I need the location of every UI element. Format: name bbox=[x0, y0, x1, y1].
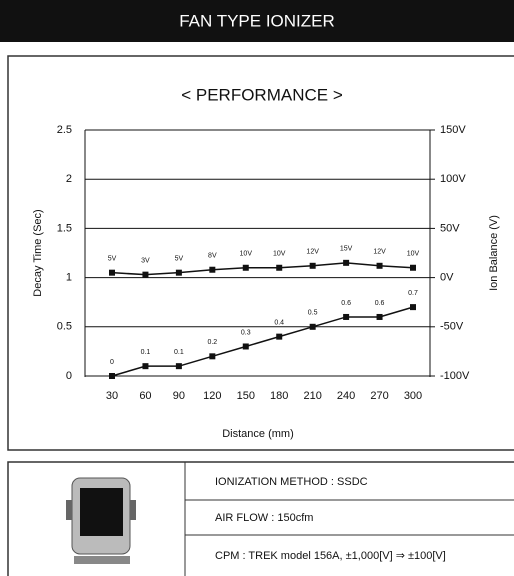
spec-row: AIR FLOW : 150cfm bbox=[215, 512, 313, 524]
data-label: 0.6 bbox=[341, 300, 351, 307]
series-line bbox=[112, 263, 413, 275]
data-label: 0.3 bbox=[241, 329, 251, 336]
spec-row: CPM : TREK model 156A, ±1,000[V] ⇒ ±100[… bbox=[215, 550, 446, 562]
page: FAN TYPE IONIZER < PERFORMANCE > Distanc… bbox=[0, 0, 514, 576]
marker bbox=[343, 314, 349, 320]
data-label: 12V bbox=[373, 249, 386, 256]
x-tick-label: 30 bbox=[106, 390, 118, 402]
x-tick-label: 300 bbox=[404, 390, 422, 402]
data-label: 5V bbox=[108, 256, 117, 263]
y2-tick-label: 150V bbox=[440, 124, 466, 136]
y-axis-label: Decay Time (Sec) bbox=[32, 209, 44, 296]
x-tick-label: 120 bbox=[203, 390, 221, 402]
marker bbox=[176, 270, 182, 276]
chart-panel bbox=[8, 56, 514, 450]
data-label: 0 bbox=[110, 359, 114, 366]
screen: FAN TYPE IONIZER < PERFORMANCE > Distanc… bbox=[0, 0, 514, 576]
y-tick-label: 2.5 bbox=[57, 124, 72, 136]
x-axis-label: Distance (mm) bbox=[222, 428, 294, 440]
marker bbox=[276, 265, 282, 271]
marker bbox=[209, 353, 215, 359]
x-tick-label: 180 bbox=[270, 390, 288, 402]
marker bbox=[377, 263, 383, 269]
x-tick-label: 60 bbox=[139, 390, 151, 402]
marker bbox=[109, 373, 115, 379]
x-tick-label: 270 bbox=[370, 390, 388, 402]
data-label: 0.5 bbox=[308, 310, 318, 317]
data-label: 12V bbox=[306, 249, 319, 256]
marker bbox=[243, 343, 249, 349]
data-label: 0.1 bbox=[141, 349, 151, 356]
chart-title: < PERFORMANCE > bbox=[181, 85, 343, 104]
data-label: 3V bbox=[141, 257, 150, 264]
data-label: 10V bbox=[240, 251, 253, 258]
marker bbox=[142, 272, 148, 278]
y-tick-label: 1 bbox=[66, 272, 72, 284]
marker bbox=[377, 314, 383, 320]
data-label: 0.7 bbox=[408, 290, 418, 297]
marker bbox=[142, 363, 148, 369]
header-title: FAN TYPE IONIZER bbox=[179, 11, 335, 30]
x-tick-label: 150 bbox=[237, 390, 255, 402]
marker bbox=[209, 267, 215, 273]
y-tick-label: 0.5 bbox=[57, 321, 72, 333]
data-label: 10V bbox=[273, 251, 286, 258]
y2-tick-label: 100V bbox=[440, 173, 466, 185]
y-tick-label: 1.5 bbox=[57, 222, 72, 234]
data-label: 0.4 bbox=[274, 319, 284, 326]
product-icon bbox=[66, 478, 136, 564]
x-tick-label: 240 bbox=[337, 390, 355, 402]
y2-tick-label: 0V bbox=[440, 272, 454, 284]
y-tick-label: 2 bbox=[66, 173, 72, 185]
marker bbox=[410, 304, 416, 310]
marker bbox=[343, 260, 349, 266]
data-label: 0.1 bbox=[174, 349, 184, 356]
y2-tick-label: 50V bbox=[440, 222, 460, 234]
data-label: 0.6 bbox=[375, 300, 385, 307]
data-label: 8V bbox=[208, 253, 217, 260]
marker bbox=[243, 265, 249, 271]
marker bbox=[310, 324, 316, 330]
y-tick-label: 0 bbox=[66, 370, 72, 382]
spec-row: IONIZATION METHOD : SSDC bbox=[215, 476, 368, 488]
marker bbox=[109, 270, 115, 276]
x-tick-label: 210 bbox=[303, 390, 321, 402]
series-line bbox=[112, 307, 413, 376]
x-tick-label: 90 bbox=[173, 390, 185, 402]
data-label: 5V bbox=[175, 256, 184, 263]
y2-tick-label: -100V bbox=[440, 370, 470, 382]
data-label: 15V bbox=[340, 246, 353, 253]
y2-tick-label: -50V bbox=[440, 321, 464, 333]
marker bbox=[176, 363, 182, 369]
marker bbox=[410, 265, 416, 271]
marker bbox=[276, 334, 282, 340]
data-label: 0.2 bbox=[207, 339, 217, 346]
marker bbox=[310, 263, 316, 269]
data-label: 10V bbox=[407, 251, 420, 258]
y2-axis-label: Ion Balance (V) bbox=[488, 215, 500, 291]
